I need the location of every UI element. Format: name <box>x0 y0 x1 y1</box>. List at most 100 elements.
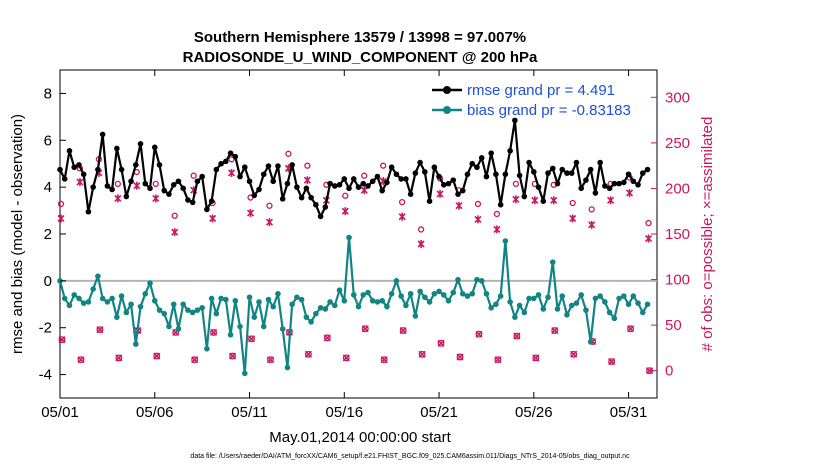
bias-point <box>350 292 357 298</box>
obs-low-possible-marker <box>77 356 85 364</box>
y-tick-label: 0 <box>44 273 52 290</box>
obs-low-possible-marker <box>418 350 426 358</box>
bias-point <box>431 290 438 297</box>
bias-point <box>398 293 404 299</box>
bias-point <box>493 301 499 308</box>
obs-assimilated-marker <box>588 220 596 229</box>
bias-point <box>602 299 608 305</box>
obs-low-assimilated-stroke <box>191 356 199 364</box>
rmse-point <box>161 187 168 194</box>
obs-low-possible-marker <box>399 327 407 335</box>
rmse-point <box>71 164 78 171</box>
data-file-footer: data file: /Users/raeder/DAI/ATM_forcXX/… <box>190 453 630 460</box>
bias-point <box>355 303 362 310</box>
obs-low-assimilated-stroke <box>608 358 616 366</box>
bias-point <box>265 296 272 303</box>
rmse-point <box>545 170 551 176</box>
bias-point <box>616 295 622 302</box>
rmse-point <box>346 185 352 192</box>
rmse-point <box>289 162 295 168</box>
bias-point <box>289 301 295 308</box>
rmse-point <box>516 172 523 179</box>
bias-point <box>204 346 210 352</box>
obs-low-assimilated-marker <box>380 356 388 364</box>
x-tick-label: 05/31 <box>610 404 648 421</box>
rmse-point <box>606 185 613 192</box>
rmse-point <box>360 180 367 187</box>
bias-point <box>76 295 82 302</box>
obs-low-possible-marker <box>342 354 350 362</box>
rmse-point <box>388 164 395 171</box>
obs-possible-marker <box>569 199 576 207</box>
obs-low-assimilated-stroke <box>475 330 483 338</box>
bias-point <box>507 299 513 305</box>
bias-point <box>71 292 78 298</box>
bias-point <box>611 315 618 322</box>
rmse-point <box>578 185 584 192</box>
rmse-point <box>440 182 447 188</box>
rmse-point <box>265 163 272 169</box>
bias-point <box>497 293 504 299</box>
bias-point <box>303 314 310 320</box>
rmse-point <box>559 166 566 173</box>
obs-low-possible-marker <box>248 335 255 343</box>
rmse-point <box>639 170 646 176</box>
obs-low-assimilated-stroke <box>532 354 540 362</box>
bias-point <box>422 294 428 301</box>
rmse-point <box>180 185 186 192</box>
rmse-point <box>270 178 277 185</box>
rmse-point <box>488 150 494 156</box>
obs-assimilated-marker <box>57 214 65 223</box>
obs-low-assimilated-marker <box>418 350 426 358</box>
obs-assimilated-marker <box>171 228 179 237</box>
obs-assimilated-marker <box>417 240 425 248</box>
rmse-point <box>398 176 404 182</box>
obs-low-possible-marker <box>210 328 218 336</box>
obs-possible-marker <box>512 180 520 188</box>
bias-point <box>80 300 87 306</box>
y-tick-label: 2 <box>44 226 52 243</box>
obs-low-assimilated-marker <box>58 336 66 344</box>
y-tick-label: -2 <box>39 320 52 337</box>
bias-point <box>445 297 452 304</box>
rmse-point <box>592 190 599 196</box>
obs-low-assimilated-marker <box>210 328 218 336</box>
obs-possible-marker <box>588 206 595 213</box>
obs-low-assimilated-marker <box>96 326 104 334</box>
obs-low-assimilated-marker <box>77 356 85 364</box>
bias-point <box>516 302 523 309</box>
rmse-point <box>204 206 210 213</box>
bias-point <box>502 238 509 244</box>
obs-low-assimilated-marker <box>608 358 616 366</box>
rmse-point <box>549 165 556 172</box>
obs-low-assimilated-marker <box>342 354 350 362</box>
obs-possible-marker <box>304 162 311 169</box>
obs-low-possible-marker <box>437 339 445 347</box>
rmse-point <box>241 164 248 171</box>
obs-assimilated-marker <box>644 234 653 243</box>
rmse-point <box>208 198 215 204</box>
obs-low-possible-marker <box>191 356 199 364</box>
obs-low-possible-marker <box>532 354 540 362</box>
bias-point <box>606 309 613 316</box>
obs-low-assimilated-stroke <box>494 356 502 364</box>
rmse-point <box>583 177 589 183</box>
rmse-point <box>426 198 433 204</box>
rmse-point <box>313 201 319 208</box>
rmse-point <box>279 196 286 202</box>
rmse-point <box>531 169 537 175</box>
bias-point <box>346 234 352 241</box>
rmse-point <box>256 186 262 193</box>
obs-low-possible-marker <box>608 358 616 366</box>
obs-assimilated-marker <box>246 209 255 218</box>
x-tick-label: 05/26 <box>515 404 553 421</box>
obs-low-assimilated-stroke <box>304 350 312 358</box>
bias-point <box>635 300 641 306</box>
obs-possible-marker <box>171 212 178 219</box>
rmse-point <box>294 184 300 190</box>
rmse-point <box>350 176 357 182</box>
rmse-point <box>213 166 220 173</box>
rmse-point <box>369 178 376 185</box>
bias-point <box>573 300 580 306</box>
rmse-point <box>284 180 291 187</box>
